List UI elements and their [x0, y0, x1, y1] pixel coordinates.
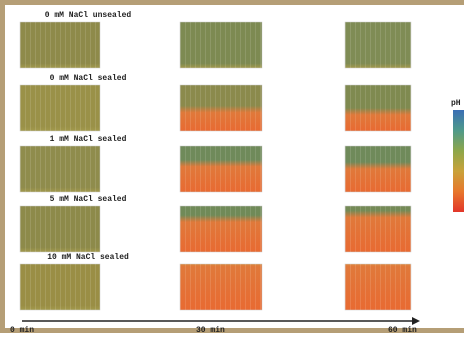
- patch-texture: [20, 85, 100, 131]
- patch-texture: [345, 22, 411, 68]
- patch-texture: [20, 264, 100, 310]
- row-label: 10 mM NaCl sealed: [47, 253, 129, 262]
- patch-grid: 0 mM NaCl unsealed 0 mM NaCl sealed 1 mM N…: [20, 11, 411, 310]
- figure: 0 mM NaCl unsealed 0 mM NaCl sealed 1 mM N…: [0, 0, 464, 333]
- ph-color-scale: [453, 110, 464, 212]
- patch-texture: [345, 264, 411, 310]
- time-label: 0 min: [10, 326, 34, 333]
- patch-texture: [345, 85, 411, 131]
- row-label: 1 mM NaCl sealed: [50, 135, 127, 144]
- row-label: 5 mM NaCl sealed: [50, 195, 127, 204]
- legend-title: pH: [451, 99, 461, 108]
- patch-texture: [180, 206, 262, 252]
- patch-texture: [180, 85, 262, 131]
- row-label: 0 mM NaCl sealed: [50, 74, 127, 83]
- row-label: 0 mM NaCl unsealed: [45, 11, 132, 20]
- patch-texture: [20, 22, 100, 68]
- patch-texture: [345, 146, 411, 192]
- patch-texture: [345, 206, 411, 252]
- patch-texture: [180, 264, 262, 310]
- time-label: 30 min: [196, 326, 225, 333]
- patch-texture: [180, 22, 262, 68]
- patch-texture: [180, 146, 262, 192]
- time-label: 60 min: [388, 326, 417, 333]
- patch-texture: [20, 206, 100, 252]
- patch-texture: [20, 146, 100, 192]
